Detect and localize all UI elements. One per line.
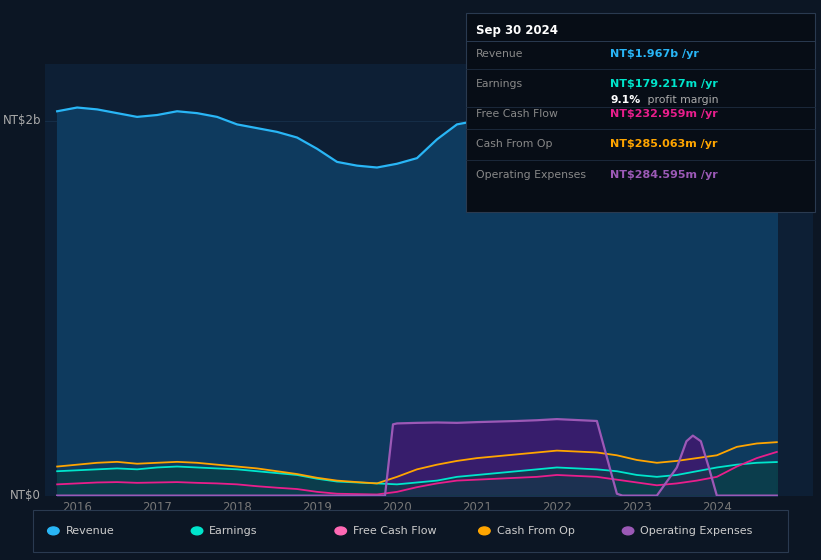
Text: 9.1%: 9.1% xyxy=(610,95,640,105)
Text: Cash From Op: Cash From Op xyxy=(476,139,553,150)
Text: NT$285.063m /yr: NT$285.063m /yr xyxy=(610,139,718,150)
Text: Earnings: Earnings xyxy=(209,526,258,536)
Text: NT$232.959m /yr: NT$232.959m /yr xyxy=(610,109,718,119)
Text: Cash From Op: Cash From Op xyxy=(497,526,575,536)
Text: NT$1.967b /yr: NT$1.967b /yr xyxy=(610,49,699,59)
Text: profit margin: profit margin xyxy=(644,95,719,105)
Text: Earnings: Earnings xyxy=(476,79,523,89)
Text: NT$179.217m /yr: NT$179.217m /yr xyxy=(610,79,718,89)
Text: Revenue: Revenue xyxy=(476,49,524,59)
Text: Sep 30 2024: Sep 30 2024 xyxy=(476,24,558,38)
Text: Operating Expenses: Operating Expenses xyxy=(640,526,753,536)
Text: Operating Expenses: Operating Expenses xyxy=(476,170,586,180)
Text: Revenue: Revenue xyxy=(66,526,114,536)
Text: NT$284.595m /yr: NT$284.595m /yr xyxy=(610,170,718,180)
Text: Free Cash Flow: Free Cash Flow xyxy=(476,109,558,119)
Text: Free Cash Flow: Free Cash Flow xyxy=(353,526,437,536)
